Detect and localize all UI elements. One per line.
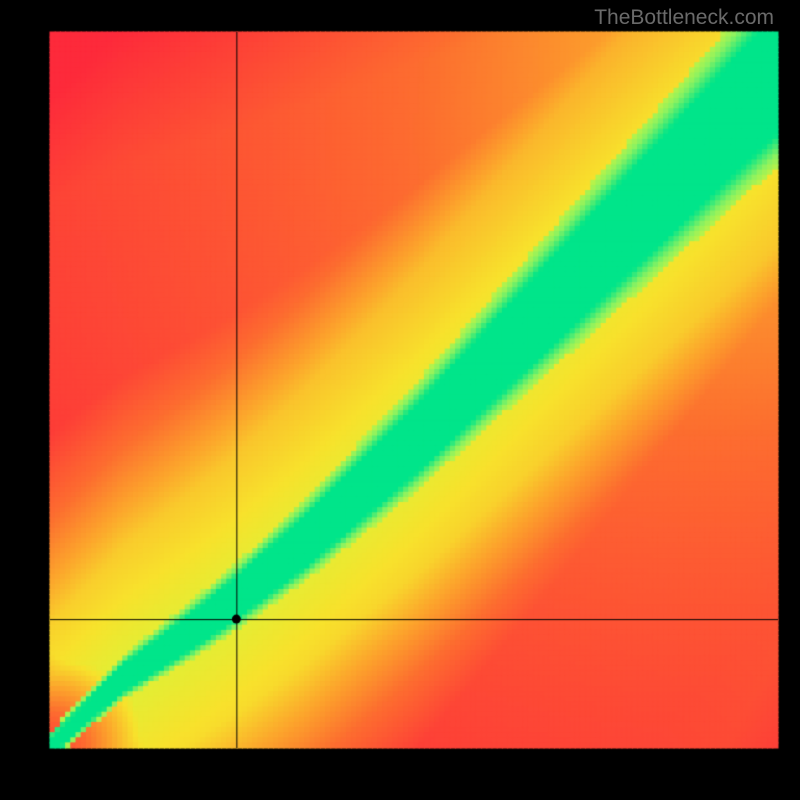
heatmap-canvas — [0, 0, 800, 800]
bottleneck-heatmap-chart: TheBottleneck.com — [0, 0, 800, 800]
watermark-text: TheBottleneck.com — [594, 6, 774, 30]
